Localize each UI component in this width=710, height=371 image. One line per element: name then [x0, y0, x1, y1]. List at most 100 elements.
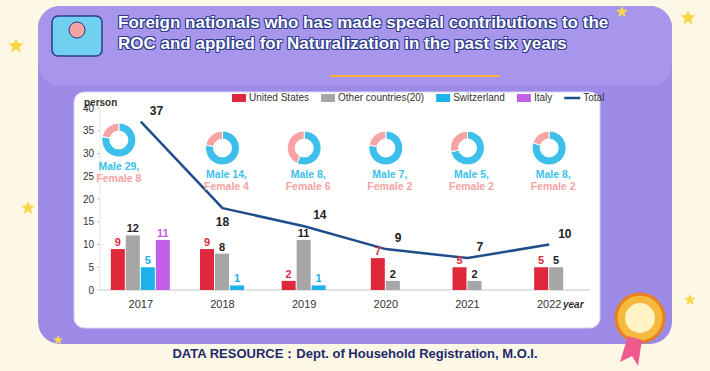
- icon-seal: [69, 22, 85, 38]
- legend: United States Other countries(20) Switzerl…: [232, 92, 604, 103]
- plot-panel: [74, 92, 600, 328]
- x-tick-label: 2017: [129, 298, 153, 310]
- bar: [156, 240, 170, 290]
- legend-label: Italy: [534, 92, 552, 103]
- line-label: 9: [395, 231, 402, 245]
- bar-label: 1: [316, 272, 322, 284]
- background: [0, 0, 710, 371]
- bar: [371, 258, 385, 290]
- bar: [126, 235, 140, 290]
- donut-slice: [533, 131, 549, 145]
- donut-label: Male 8,: [536, 168, 571, 180]
- x-tick-label: 2019: [292, 298, 316, 310]
- donut-slice: [287, 131, 304, 163]
- legend-swatch: [321, 94, 335, 102]
- bar-label: 1: [234, 272, 240, 284]
- y-tick: [97, 199, 100, 200]
- line-label: 37: [150, 104, 164, 118]
- legend-swatch: [232, 94, 246, 102]
- axes: 0510152025303540personyear20172018201920…: [83, 97, 590, 310]
- bar-label: 5: [456, 254, 462, 266]
- donut-label: Female 2: [531, 180, 576, 192]
- bar: [297, 240, 311, 290]
- legend-label: Total: [583, 92, 604, 103]
- legend-label: Other countries(20): [338, 92, 424, 103]
- y-axis-label: person: [84, 97, 117, 108]
- donut-label: Male 7,: [372, 168, 407, 180]
- title: Foreign nationals who has made special c…: [118, 12, 610, 54]
- bar: [453, 267, 467, 290]
- x-axis-label: year: [562, 299, 585, 310]
- bar: [282, 281, 296, 290]
- bar-label: 5: [145, 254, 151, 266]
- star-decoration: [684, 294, 695, 305]
- y-tick-label: 35: [83, 125, 95, 136]
- star-decoration: [680, 10, 695, 25]
- source-note: DATA RESOURCE：Dept. of Household Registr…: [172, 346, 537, 361]
- icon-ribbon: [620, 336, 642, 366]
- y-tick-label: 25: [83, 171, 95, 182]
- y-tick-label: 20: [83, 194, 95, 205]
- card: [38, 6, 672, 344]
- donut-label: Female 4: [204, 180, 249, 192]
- line-label: 10: [558, 227, 572, 241]
- star-decoration: [616, 6, 627, 17]
- bar-label: 5: [538, 254, 544, 266]
- legend-label: United States: [249, 92, 309, 103]
- bar: [111, 249, 125, 290]
- y-tick: [97, 153, 100, 154]
- donut-label: Female 8: [96, 172, 141, 184]
- donut-label: Male 8,: [291, 168, 326, 180]
- donut-label: Female 2: [367, 180, 412, 192]
- donut-slice: [451, 131, 485, 165]
- bar: [468, 281, 482, 290]
- bar: [549, 267, 563, 290]
- bar: [200, 249, 214, 290]
- legend-label: Switzerland: [453, 92, 505, 103]
- donut-slice: [532, 131, 566, 165]
- bar-label: 9: [204, 236, 210, 248]
- donut-label: Female 2: [449, 180, 494, 192]
- star-decoration: [21, 201, 34, 214]
- donut-slice: [102, 123, 136, 157]
- y-tick-label: 30: [83, 148, 95, 159]
- page: DATA RESOURCE：Dept. of Household Registr…: [0, 0, 710, 371]
- icon-certificate: [52, 16, 102, 56]
- data-labels: 91251198121117252553718149710: [115, 104, 572, 285]
- bar: [312, 285, 326, 290]
- line-label: 7: [477, 240, 484, 254]
- chart: DATA RESOURCE：Dept. of Household Registr…: [0, 0, 710, 371]
- legend-swatch: [517, 94, 531, 102]
- y-tick-label: 15: [83, 216, 95, 227]
- donut-label: Male 14,: [206, 168, 247, 180]
- donut-slice: [451, 131, 468, 152]
- donut-label: Female 6: [286, 180, 331, 192]
- y-tick: [97, 244, 100, 245]
- y-tick-label: 5: [88, 262, 94, 273]
- donut-slice: [206, 131, 240, 165]
- bar-label: 11: [298, 227, 310, 239]
- bar-label: 2: [286, 268, 292, 280]
- icon-medal: [616, 294, 664, 342]
- y-tick-label: 10: [83, 239, 95, 250]
- donut-slice: [206, 131, 223, 146]
- donut-slice: [102, 123, 119, 138]
- legend-swatch: [564, 97, 580, 100]
- donut-label: Male 5,: [454, 168, 489, 180]
- y-tick: [97, 221, 100, 222]
- bar: [230, 285, 244, 290]
- x-tick-label: 2021: [455, 298, 479, 310]
- card-band: [38, 6, 672, 86]
- total-line: [141, 122, 549, 258]
- star-decoration: [8, 38, 23, 53]
- marks: [111, 122, 563, 290]
- donut-label: Male 29,: [98, 160, 139, 172]
- star-decoration: [53, 335, 63, 344]
- donuts: Male 29,Female 8Male 14,Female 4Male 8,F…: [96, 123, 575, 192]
- line-label: 18: [216, 215, 230, 229]
- bar: [534, 267, 548, 290]
- bar: [141, 267, 155, 290]
- title-underline: [330, 75, 500, 77]
- bar-label: 2: [390, 268, 396, 280]
- x-axis-line: [100, 290, 590, 291]
